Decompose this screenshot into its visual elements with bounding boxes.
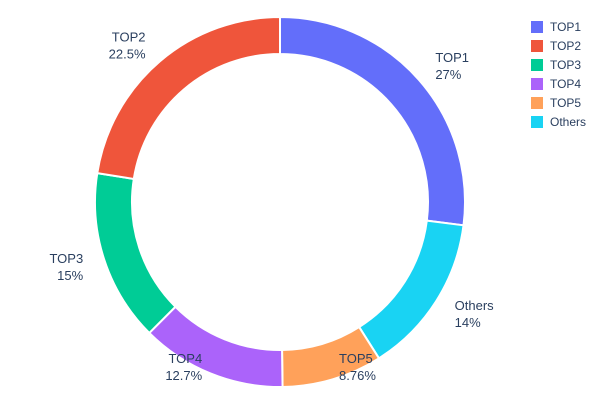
legend-swatch-icon [530, 40, 543, 52]
slice-label-others: Others 14% [455, 298, 495, 330]
legend-item-top4[interactable]: TOP4 [530, 77, 586, 91]
legend-swatch-icon [530, 78, 543, 90]
legend-swatch-icon [530, 21, 543, 33]
legend-item-top5[interactable]: TOP5 [530, 96, 586, 110]
legend-label: TOP2 [549, 39, 582, 53]
legend-swatch-icon [530, 97, 543, 109]
legend-swatch-icon [530, 59, 543, 71]
legend-item-top3[interactable]: TOP3 [530, 58, 586, 72]
legend-swatch-icon [530, 116, 543, 128]
legend-item-others[interactable]: Others [530, 115, 586, 129]
legend-item-top2[interactable]: TOP2 [530, 39, 586, 53]
pie-slice-top1[interactable] [279, 15, 466, 227]
legend-label: Others [549, 115, 586, 129]
legend-label: TOP3 [549, 58, 582, 72]
legend-label: TOP4 [549, 77, 582, 91]
pie-slice-top2[interactable] [96, 15, 281, 181]
slice-label-top2: TOP2 22.5% [109, 30, 146, 62]
legend: TOP1 TOP2 TOP3 TOP4 TOP5 Others [530, 20, 586, 129]
legend-label: TOP5 [549, 96, 582, 110]
slice-label-top4: TOP4 12.7% [165, 351, 202, 383]
legend-label: TOP1 [549, 20, 582, 34]
pie-slice-top3[interactable] [94, 172, 177, 335]
pie-slice-others[interactable] [357, 219, 465, 360]
slice-label-top3: TOP3 15% [49, 251, 83, 283]
legend-item-top1[interactable]: TOP1 [530, 20, 586, 34]
slice-label-top1: TOP1 27% [435, 50, 469, 82]
slice-label-top5: TOP5 8.76% [339, 351, 376, 383]
